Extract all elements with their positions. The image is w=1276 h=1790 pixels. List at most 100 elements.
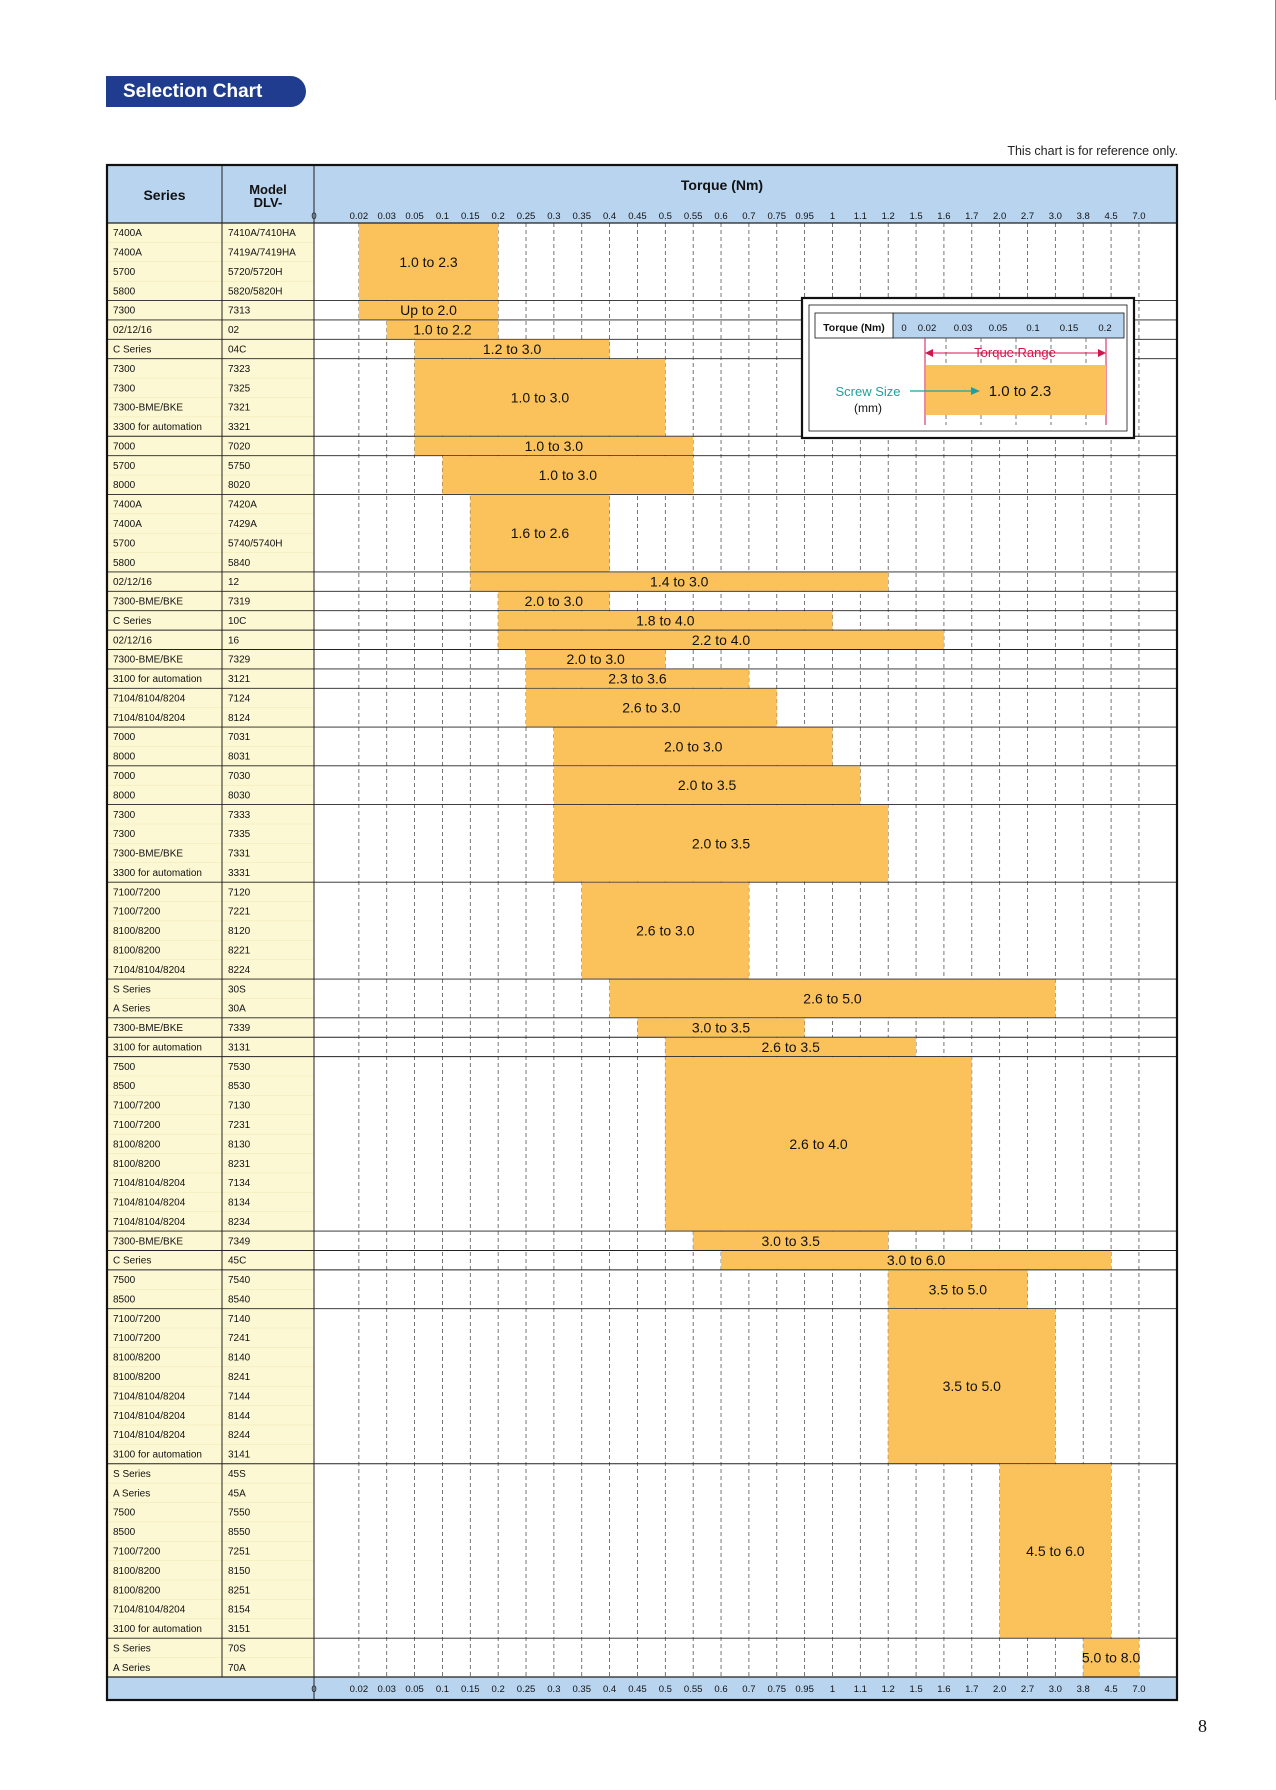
model-number: 7321 [228, 403, 251, 414]
torque-range-label: 2.6 to 3.5 [761, 1039, 820, 1055]
model-number: 7335 [228, 829, 251, 840]
series-name: 5700 [113, 538, 136, 549]
axis-tick-top: 3.8 [1077, 211, 1090, 222]
series-name: 7500 [113, 1062, 136, 1073]
torque-range-label: 3.0 to 3.5 [761, 1233, 820, 1249]
torque-range-label: 2.6 to 5.0 [803, 990, 862, 1006]
model-number: 8144 [228, 1411, 251, 1422]
series-name: 7000 [113, 732, 136, 743]
series-name: S Series [113, 984, 151, 995]
series-name: 7000 [113, 771, 136, 782]
axis-tick-top: 0.25 [517, 211, 536, 222]
axis-tick-top: 0.2 [492, 211, 505, 222]
series-name: 7104/8104/8204 [113, 1430, 186, 1441]
legend-inner-border [808, 304, 1128, 432]
axis-tick-bottom: 0.95 [795, 1684, 814, 1695]
series-name: 5700 [113, 267, 136, 278]
legend-screw-label: Screw Size [835, 384, 900, 399]
model-number: 7124 [228, 693, 251, 704]
torque-range-bar [637, 1018, 805, 1037]
model-number: 7410A/7410HA [228, 228, 296, 239]
model-number: 7333 [228, 810, 251, 821]
axis-tick-bottom: 0.5 [659, 1684, 672, 1695]
torque-range-label: 3.0 to 6.0 [887, 1252, 946, 1268]
torque-range-bar [553, 805, 889, 882]
model-number: 7251 [228, 1546, 251, 1557]
model-number: 8130 [228, 1139, 251, 1150]
torque-range-bar [526, 669, 749, 688]
axis-tick-bottom: 0.7 [742, 1684, 755, 1695]
series-name: 7300 [113, 383, 136, 394]
axis-tick-bottom: 0.2 [492, 1684, 505, 1695]
axis-tick-top: 3.0 [1049, 211, 1062, 222]
series-name: 7104/8104/8204 [113, 1217, 186, 1228]
axis-tick-top: 1.7 [965, 211, 978, 222]
series-name: 02/12/16 [113, 325, 152, 336]
torque-range-bar [526, 688, 777, 727]
torque-range-label: 3.5 to 5.0 [929, 1281, 988, 1297]
series-name: 7300 [113, 829, 136, 840]
model-number: 3131 [228, 1042, 251, 1053]
axis-tick-top: 2.7 [1021, 211, 1034, 222]
series-name: 7100/7200 [113, 1333, 161, 1344]
model-number: 7144 [228, 1391, 251, 1402]
torque-range-label: Up to 2.0 [400, 302, 457, 318]
model-number: 16 [228, 635, 240, 646]
axis-tick-top: 4.5 [1104, 211, 1117, 222]
model-number: 7323 [228, 364, 251, 375]
torque-range-bar [721, 1250, 1112, 1270]
model-number: 7030 [228, 771, 251, 782]
model-number: 8031 [228, 752, 251, 763]
label-column-bg [107, 223, 314, 1677]
axis-tick-top: 1.2 [882, 211, 895, 222]
series-name: A Series [113, 1663, 150, 1674]
series-name: 5800 [113, 558, 136, 569]
series-name: 8100/8200 [113, 926, 161, 937]
legend-tick: 0 [901, 323, 906, 334]
axis-tick-top: 0.75 [768, 211, 787, 222]
model-number: 3121 [228, 674, 251, 685]
axis-tick-bottom: 0.45 [628, 1684, 647, 1695]
model-number: 5740/5740H [228, 538, 283, 549]
series-name: 7300-BME/BKE [113, 1023, 183, 1034]
section-title: Selection Chart [106, 76, 306, 107]
axis-tick-bottom: 0.03 [377, 1684, 396, 1695]
axis-tick-bottom: 1.5 [909, 1684, 922, 1695]
torque-range-bar [498, 591, 610, 611]
model-number: 7325 [228, 383, 251, 394]
series-name: 7400A [113, 519, 142, 530]
axis-tick-bottom: 1.7 [965, 1684, 978, 1695]
series-name: 7300 [113, 306, 136, 317]
torque-range-bar [498, 611, 833, 630]
model-header-line2: DLV- [254, 195, 283, 210]
series-name: 02/12/16 [113, 577, 152, 588]
axis-tick-bottom: 0.05 [405, 1684, 424, 1695]
axis-tick-top: 7.0 [1132, 211, 1145, 222]
axis-tick-bottom: 3.8 [1077, 1684, 1090, 1695]
series-name: 7100/7200 [113, 1546, 161, 1557]
model-number: 8120 [228, 926, 251, 937]
torque-range-bar [470, 572, 889, 591]
torque-range-label: 1.0 to 2.2 [413, 322, 472, 338]
model-number: 8241 [228, 1372, 251, 1383]
axis-tick-bottom: 1.1 [854, 1684, 867, 1695]
legend-sample-value: 1.0 to 2.3 [989, 383, 1052, 400]
model-number: 5750 [228, 461, 251, 472]
torque-range-label: 2.0 to 3.5 [678, 777, 737, 793]
legend-arrow-right-icon [1098, 349, 1106, 357]
axis-tick-top: 0.3 [547, 211, 560, 222]
axis-tick-top: 1 [830, 211, 835, 222]
series-name: 5700 [113, 461, 136, 472]
series-name: 7104/8104/8204 [113, 1178, 186, 1189]
torque-range-label: 1.2 to 3.0 [483, 341, 542, 357]
model-number: 7130 [228, 1101, 251, 1112]
legend-range-label: Torque Range [974, 345, 1056, 360]
model-number: 5820/5820H [228, 286, 283, 297]
model-number: 8224 [228, 965, 251, 976]
series-name: 3300 for automation [113, 868, 202, 879]
torque-range-bar [553, 727, 833, 766]
torque-range-label: 1.6 to 2.6 [511, 525, 570, 541]
model-number: 8140 [228, 1353, 251, 1364]
series-name: S Series [113, 1643, 151, 1654]
